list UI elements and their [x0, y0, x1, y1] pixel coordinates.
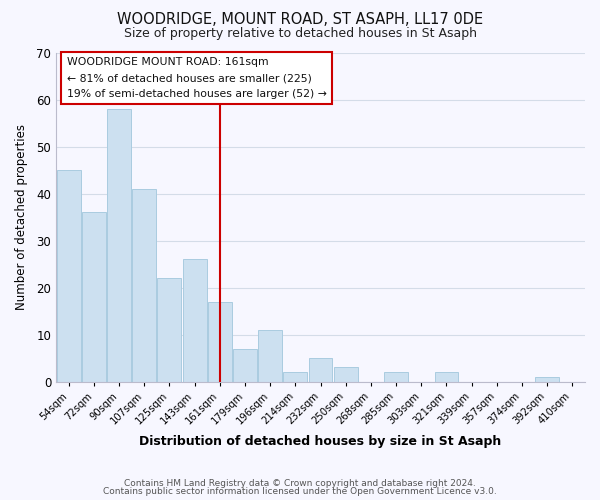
- Bar: [258, 330, 282, 382]
- Y-axis label: Number of detached properties: Number of detached properties: [15, 124, 28, 310]
- Text: Size of property relative to detached houses in St Asaph: Size of property relative to detached ho…: [124, 28, 476, 40]
- Bar: [182, 260, 206, 382]
- Bar: [434, 372, 458, 382]
- Bar: [132, 189, 156, 382]
- Bar: [283, 372, 307, 382]
- Bar: [157, 278, 181, 382]
- Bar: [208, 302, 232, 382]
- Text: Contains HM Land Registry data © Crown copyright and database right 2024.: Contains HM Land Registry data © Crown c…: [124, 478, 476, 488]
- Bar: [334, 368, 358, 382]
- Bar: [384, 372, 408, 382]
- Bar: [56, 170, 80, 382]
- Bar: [535, 377, 559, 382]
- X-axis label: Distribution of detached houses by size in St Asaph: Distribution of detached houses by size …: [139, 434, 502, 448]
- Text: WOODRIDGE MOUNT ROAD: 161sqm
← 81% of detached houses are smaller (225)
19% of s: WOODRIDGE MOUNT ROAD: 161sqm ← 81% of de…: [67, 58, 326, 98]
- Bar: [107, 109, 131, 382]
- Text: WOODRIDGE, MOUNT ROAD, ST ASAPH, LL17 0DE: WOODRIDGE, MOUNT ROAD, ST ASAPH, LL17 0D…: [117, 12, 483, 28]
- Text: Contains public sector information licensed under the Open Government Licence v3: Contains public sector information licen…: [103, 487, 497, 496]
- Bar: [82, 212, 106, 382]
- Bar: [308, 358, 332, 382]
- Bar: [233, 348, 257, 382]
